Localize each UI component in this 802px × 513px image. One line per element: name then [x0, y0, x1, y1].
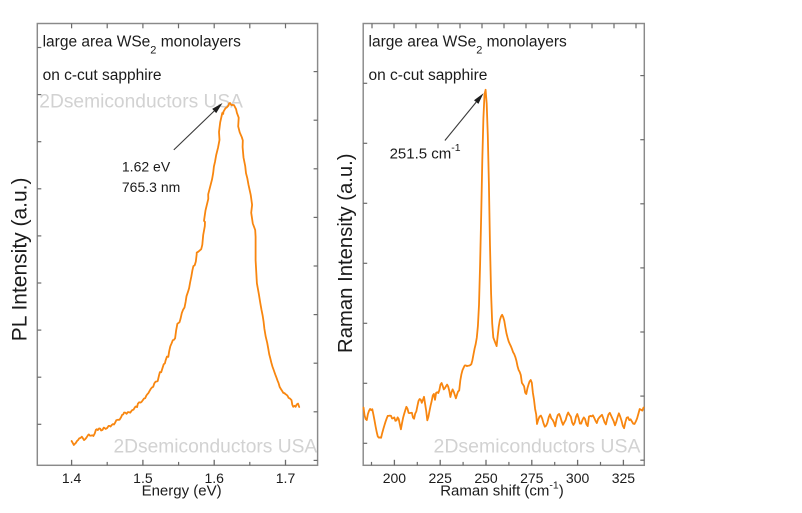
svg-text:250: 250: [474, 470, 498, 486]
svg-text:2Dsemiconductors USA: 2Dsemiconductors USA: [434, 435, 641, 457]
svg-text:on c-cut sapphire: on c-cut sapphire: [43, 67, 162, 84]
svg-text:1.4: 1.4: [62, 470, 82, 486]
svg-text:1.5: 1.5: [133, 470, 153, 486]
svg-text:200: 200: [383, 470, 407, 486]
svg-text:on c-cut sapphire: on c-cut sapphire: [369, 67, 488, 84]
svg-text:275: 275: [520, 470, 544, 486]
svg-text:765.3 nm: 765.3 nm: [122, 179, 180, 195]
svg-text:2Dsemiconductors USA: 2Dsemiconductors USA: [39, 91, 243, 112]
svg-text:1.7: 1.7: [276, 470, 296, 486]
svg-text:1.62 eV: 1.62 eV: [122, 159, 171, 175]
svg-text:300: 300: [566, 470, 590, 486]
svg-text:Raman shift (cm-1): Raman shift (cm-1): [440, 480, 564, 500]
svg-text:PL Intensity (a.u.): PL Intensity (a.u.): [9, 178, 32, 342]
svg-text:225: 225: [429, 470, 453, 486]
svg-text:325: 325: [612, 470, 636, 486]
svg-text:Energy (eV): Energy (eV): [142, 483, 222, 500]
svg-text:1.6: 1.6: [204, 470, 224, 486]
svg-text:Raman Intensity (a.u.): Raman Intensity (a.u.): [335, 153, 357, 353]
svg-text:2Dsemiconductors USA: 2Dsemiconductors USA: [114, 436, 318, 457]
svg-text:251.5 cm-1: 251.5 cm-1: [390, 142, 461, 163]
